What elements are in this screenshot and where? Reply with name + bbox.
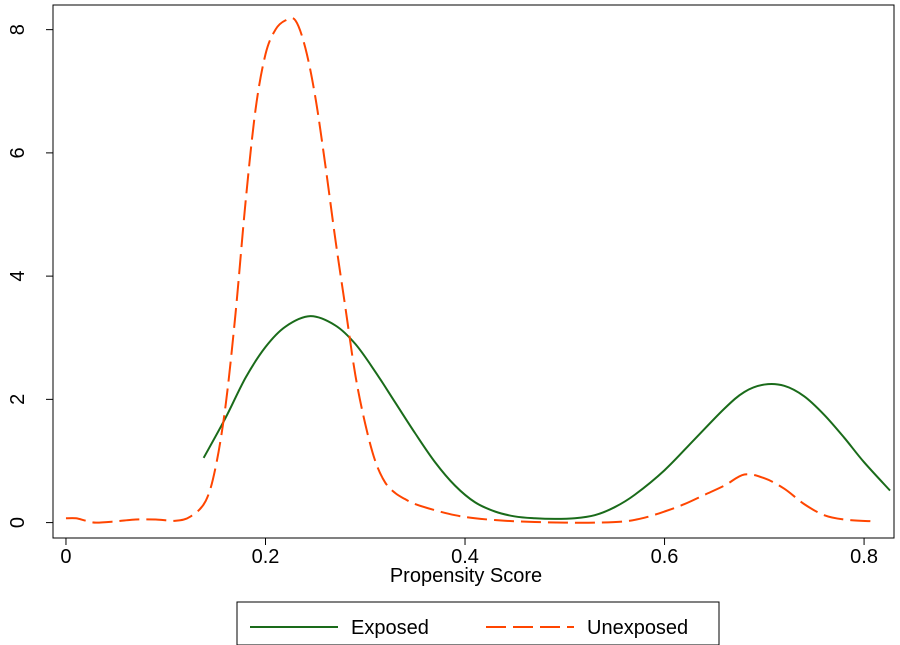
y-tick-label: 6 xyxy=(7,147,29,158)
x-tick-label: 0 xyxy=(60,546,71,568)
series-layer xyxy=(65,16,891,524)
y-tick-label: 0 xyxy=(7,517,29,528)
x-axis-title: Propensity Score xyxy=(390,565,542,587)
x-tick-label: 0.2 xyxy=(252,546,280,568)
x-axis: 0 0.2 0.4 0.6 0.8 xyxy=(60,538,878,568)
y-tick-label: 2 xyxy=(7,394,29,405)
legend-label-unexposed: Unexposed xyxy=(587,617,688,639)
x-tick-label: 0.8 xyxy=(850,546,878,568)
y-axis: 0 2 4 6 8 xyxy=(7,24,53,528)
y-tick-label: 4 xyxy=(7,271,29,282)
series-line-unexposed xyxy=(65,16,875,524)
x-tick-label: 0.4 xyxy=(451,546,479,568)
legend: Exposed Unexposed xyxy=(236,601,720,645)
y-tick-label: 8 xyxy=(7,24,29,35)
x-tick-label: 0.6 xyxy=(651,546,679,568)
plot-border xyxy=(52,4,895,539)
legend-label-exposed: Exposed xyxy=(351,617,429,639)
series-line-exposed xyxy=(202,315,891,520)
plot-area-frame xyxy=(52,4,895,539)
legend-box xyxy=(236,601,720,645)
